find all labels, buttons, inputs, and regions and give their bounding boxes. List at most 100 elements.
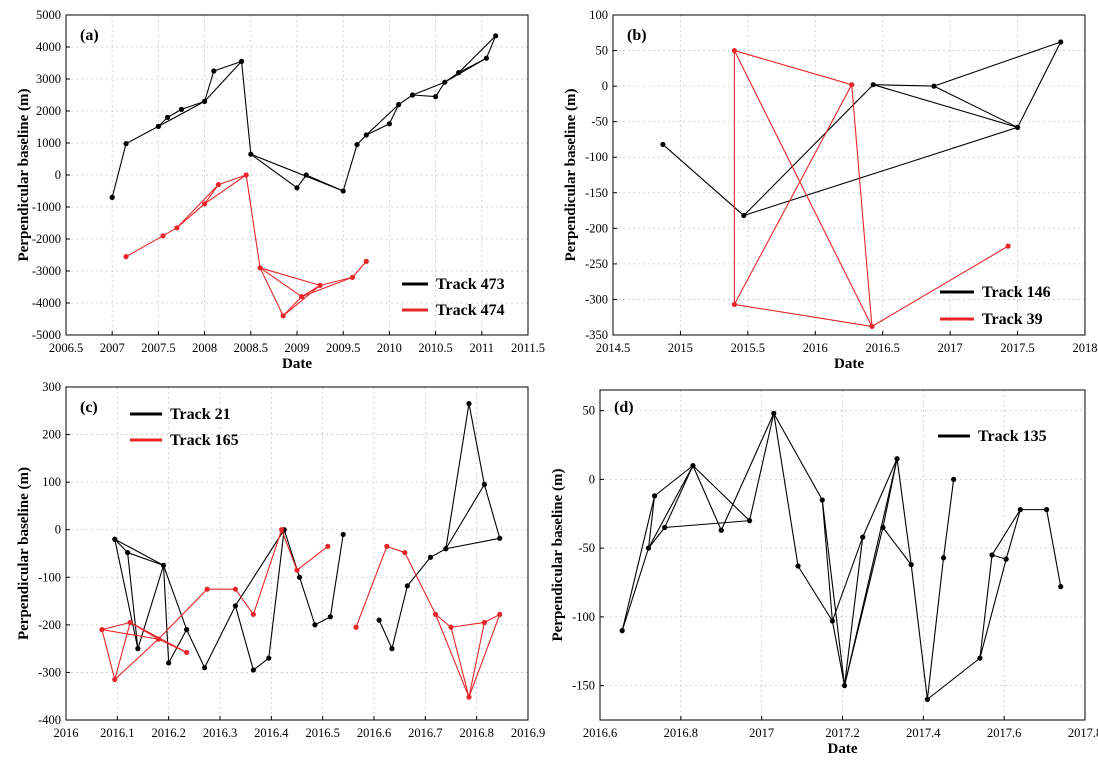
acquisition-point bbox=[354, 142, 360, 148]
x-tick-label: 2017.6 bbox=[987, 726, 1021, 740]
baseline-edge bbox=[445, 403, 470, 549]
acquisition-point bbox=[325, 543, 331, 549]
acquisition-point bbox=[466, 694, 472, 700]
y-tick-label: 1000 bbox=[36, 136, 61, 150]
baseline-edge bbox=[125, 235, 164, 258]
baseline-edge bbox=[412, 94, 436, 98]
y-tick-label: -200 bbox=[38, 618, 61, 632]
baseline-edge bbox=[268, 529, 285, 659]
acquisition-point bbox=[771, 410, 777, 416]
baseline-edge bbox=[933, 41, 1061, 87]
panel-label: (a) bbox=[80, 27, 99, 44]
baseline-edge bbox=[979, 558, 1007, 659]
acquisition-point bbox=[202, 201, 208, 207]
baseline-edge bbox=[301, 276, 353, 298]
baseline-edge bbox=[204, 61, 242, 102]
baseline-edge bbox=[485, 35, 497, 59]
legend-entry: Track 146 bbox=[982, 284, 1051, 301]
acquisition-point bbox=[442, 79, 448, 85]
baseline-edge bbox=[329, 534, 344, 617]
acquisition-point bbox=[481, 619, 487, 626]
legend-entry: Track 135 bbox=[978, 428, 1047, 445]
baseline-edge bbox=[927, 657, 981, 700]
baseline-edge bbox=[125, 125, 159, 145]
acquisition-point bbox=[238, 58, 245, 64]
acquisition-point bbox=[662, 524, 668, 531]
acquisition-point bbox=[389, 646, 395, 652]
baseline-edge bbox=[933, 85, 1018, 128]
baseline-edge bbox=[773, 413, 823, 501]
acquisition-point bbox=[243, 172, 249, 178]
acquisition-point bbox=[651, 493, 658, 499]
baseline-edge bbox=[797, 565, 833, 622]
baseline-edge bbox=[720, 413, 775, 531]
acquisition-point bbox=[303, 172, 309, 178]
baseline-edge bbox=[167, 108, 182, 118]
x-tick-label: 2011.5 bbox=[511, 341, 545, 355]
x-axis-label: Date bbox=[282, 356, 312, 372]
y-tick-label: 5000 bbox=[36, 8, 61, 22]
acquisition-point bbox=[384, 543, 390, 549]
y-tick-label: -50 bbox=[591, 115, 608, 129]
y-tick-label: -250 bbox=[585, 257, 608, 271]
baseline-edge bbox=[430, 548, 447, 558]
baseline-edge bbox=[979, 554, 993, 659]
y-tick-label: -350 bbox=[585, 328, 608, 342]
baseline-edge bbox=[234, 529, 285, 607]
acquisition-point bbox=[483, 55, 490, 61]
baseline-edge bbox=[114, 638, 159, 680]
acquisition-point bbox=[155, 123, 161, 129]
baseline-edge bbox=[862, 458, 898, 538]
baseline-edge bbox=[114, 538, 128, 553]
baseline-edge bbox=[127, 552, 139, 649]
baseline-edge bbox=[162, 227, 178, 237]
acquisition-point bbox=[819, 497, 825, 503]
acquisition-point bbox=[202, 98, 208, 104]
y-tick-label: 300 bbox=[42, 380, 61, 394]
acquisition-point bbox=[327, 614, 333, 620]
x-tick-label: 2016 bbox=[803, 341, 828, 355]
baseline-edge bbox=[163, 565, 188, 630]
acquisition-point bbox=[294, 567, 300, 573]
x-tick-label: 2017.5 bbox=[1000, 341, 1034, 355]
acquisition-point bbox=[870, 82, 876, 88]
acquisition-point bbox=[296, 574, 303, 580]
baseline-edge bbox=[282, 284, 321, 317]
baseline-edge bbox=[692, 465, 722, 531]
baseline-edge bbox=[743, 84, 874, 216]
y-axis-label: Perpendicular baseline (m) bbox=[16, 88, 32, 261]
y-tick-label: -4000 bbox=[32, 296, 61, 310]
chart-panel-a: 2006.5 2007 2007.5 2008 2008.5 2009 2009.5 2010… bbox=[16, 8, 545, 372]
baseline-edge bbox=[412, 81, 446, 96]
acquisition-point bbox=[312, 622, 318, 628]
panel-label: (b) bbox=[627, 27, 647, 44]
baseline-edge bbox=[882, 527, 912, 565]
acquisition-point bbox=[174, 225, 180, 231]
baseline-edge bbox=[621, 495, 656, 631]
baseline-edge bbox=[259, 267, 321, 286]
acquisition-point bbox=[497, 611, 503, 617]
baseline-edge bbox=[831, 620, 846, 686]
y-tick-label: -300 bbox=[38, 665, 61, 679]
y-tick-label: 50 bbox=[596, 44, 609, 58]
baseline-edge bbox=[366, 123, 390, 136]
acquisition-point bbox=[232, 603, 238, 609]
x-tick-label: 2008 bbox=[192, 341, 217, 355]
baseline-edge bbox=[484, 613, 501, 623]
acquisition-point bbox=[317, 282, 323, 288]
baseline-edge bbox=[176, 203, 205, 229]
acquisition-point bbox=[660, 141, 666, 148]
baseline-edge bbox=[314, 616, 331, 626]
chart-panel-b: 2014.5 2015 2015.5 2016 2016.5 2017 2017.5 2018… bbox=[563, 8, 1098, 372]
y-axis-label: Perpendicular baseline (m) bbox=[550, 468, 566, 641]
baseline-edge bbox=[621, 547, 650, 631]
baseline-edge bbox=[398, 94, 413, 106]
x-tick-label: 2017 bbox=[938, 341, 963, 355]
baseline-edge bbox=[773, 413, 799, 567]
y-tick-label: 100 bbox=[589, 8, 608, 22]
baseline-edge bbox=[259, 267, 302, 298]
baseline-edge bbox=[204, 174, 247, 205]
acquisition-point bbox=[166, 660, 172, 666]
baseline-edge bbox=[1017, 41, 1062, 128]
